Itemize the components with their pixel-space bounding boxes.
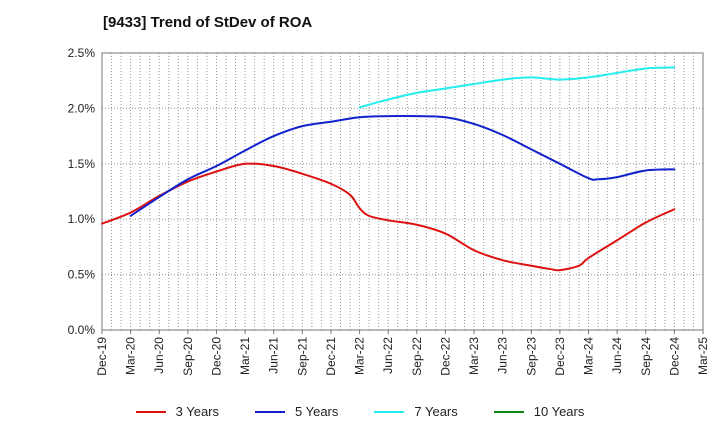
x-tick-label: Mar-21 — [238, 337, 252, 375]
legend-swatch — [493, 410, 524, 413]
y-tick-label: 0.0% — [68, 323, 96, 337]
x-tick-label: Mar-20 — [124, 337, 138, 375]
x-tick-label: Jun-23 — [496, 337, 510, 374]
series-line-7-years — [358, 66, 676, 109]
x-tick-label: Sep-24 — [639, 337, 653, 376]
x-tick-label: Mar-23 — [467, 337, 481, 375]
legend-swatch — [135, 410, 166, 413]
x-tick-label: Mar-22 — [353, 337, 367, 375]
x-tick-label: Dec-21 — [324, 337, 338, 376]
y-tick-label: 1.0% — [68, 212, 96, 226]
x-tick-label: Mar-25 — [696, 337, 710, 375]
series-line-3-years — [101, 162, 676, 272]
series-layer — [101, 66, 676, 272]
legend-item-5-years: 5 Years — [255, 404, 338, 419]
x-tick-label: Jun-24 — [610, 337, 624, 374]
legend-label: 5 Years — [295, 404, 339, 419]
grid-layer — [102, 53, 703, 330]
x-tick-label: Dec-22 — [438, 337, 452, 376]
x-tick-label: Jun-21 — [267, 337, 281, 374]
y-tick-label: 1.5% — [68, 157, 96, 171]
x-tick-label: Dec-23 — [553, 337, 567, 376]
legend-item-10-years: 10 Years — [493, 404, 585, 419]
x-tick-label: Sep-20 — [181, 337, 195, 376]
legend-item-3-years: 3 Years — [135, 404, 219, 419]
series-line-5-years — [129, 115, 676, 217]
x-tick-label: Sep-23 — [524, 337, 538, 376]
legend-swatch — [255, 410, 285, 413]
plot-frame — [101, 52, 704, 331]
y-tick-label: 2.0% — [68, 101, 96, 115]
x-tick-label: Jun-22 — [381, 337, 395, 374]
x-tick-label: Sep-21 — [295, 337, 309, 376]
x-tick-label: Mar-24 — [582, 337, 596, 375]
legend-swatch — [374, 410, 405, 413]
y-tick-label: 0.5% — [68, 268, 96, 282]
y-tick-label: 2.5% — [68, 46, 96, 60]
axis-layer — [101, 52, 704, 334]
legend-label: 7 Years — [414, 404, 458, 419]
x-tick-label: Jun-20 — [152, 337, 166, 374]
legend-label: 3 Years — [175, 404, 219, 419]
x-tick-label: Dec-20 — [209, 337, 223, 376]
x-tick-label: Dec-24 — [667, 337, 681, 376]
x-tick-label: Sep-22 — [410, 337, 424, 376]
x-tick-label: Dec-19 — [95, 337, 109, 376]
legend: 3 Years 5 Years 7 Years 10 Years — [0, 404, 720, 419]
legend-item-7-years: 7 Years — [374, 404, 458, 419]
chart-title: [9433] Trend of StDev of ROA — [103, 14, 313, 31]
legend-label: 10 Years — [533, 404, 585, 419]
tick-label-layer: 0.0% 0.5% 1.0% 1.5% 2.0% 2.5% Dec-19 Mar-20 Jun-… — [68, 46, 710, 376]
